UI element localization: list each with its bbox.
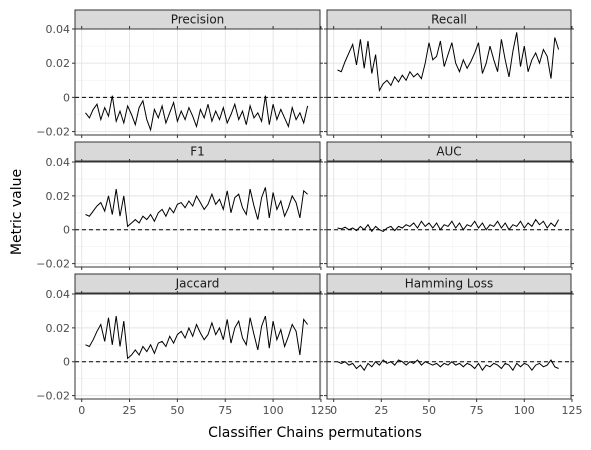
facet-label: Hamming Loss xyxy=(405,277,493,291)
x-axis-title: Classifier Chains permutations xyxy=(208,425,422,441)
panel-border xyxy=(74,293,321,400)
facet-strip xyxy=(326,141,572,162)
panel-auc: AUC xyxy=(324,141,574,270)
series-line-precision xyxy=(85,95,309,132)
y-tick-label: −0.02 xyxy=(36,258,70,271)
y-tick-label: 0 xyxy=(63,91,70,104)
y-tick-label: 0.04 xyxy=(46,288,71,301)
x-tick-label: 0 xyxy=(330,404,337,417)
panel-hamming-loss: Hamming Loss 0 25 50 75 100 125 xyxy=(324,273,582,417)
panel-background xyxy=(327,162,571,267)
panel-background xyxy=(327,29,571,135)
facet-label: Jaccard xyxy=(175,277,220,291)
x-tick-label: 25 xyxy=(123,404,137,417)
series-line-auc xyxy=(337,218,560,233)
y-tick-label: 0 xyxy=(63,224,70,237)
panel-border xyxy=(74,161,321,268)
y-tick-label: 0 xyxy=(63,356,70,369)
panel-jaccard: Jaccard −0.02 0 0.02 0.04 0 25 50 75 100 125 xyxy=(36,273,331,417)
facet-label: AUC xyxy=(436,145,461,159)
panel-border xyxy=(326,28,572,136)
panel-background xyxy=(327,294,571,399)
x-tick-label: 75 xyxy=(218,404,232,417)
x-tick-label: 75 xyxy=(470,404,484,417)
y-tick-label: 0.02 xyxy=(46,322,71,335)
x-tick-label: 0 xyxy=(78,404,85,417)
y-tick-label: 0.04 xyxy=(46,23,71,36)
facet-label: F1 xyxy=(190,145,205,159)
x-tick-label: 125 xyxy=(561,404,582,417)
y-tick-label: −0.02 xyxy=(36,126,70,139)
facet-strip xyxy=(74,273,321,294)
panel-f1: F1 −0.02 0 0.02 0.04 xyxy=(36,141,323,271)
panel-background xyxy=(75,294,320,399)
facet-label: Precision xyxy=(171,13,225,27)
y-tick-label: 0.02 xyxy=(46,57,71,70)
panel-precision: Precision −0.02 0 0.02 0.04 xyxy=(36,9,323,139)
x-tick-label: 25 xyxy=(374,404,388,417)
series-line-jaccard xyxy=(85,315,308,360)
series-line-hamming-loss xyxy=(337,359,559,372)
series-line-f1 xyxy=(85,187,308,228)
x-tick-label: 125 xyxy=(310,404,331,417)
series-line-recall xyxy=(337,32,560,93)
panel-border xyxy=(326,161,572,268)
panel-border xyxy=(326,293,572,400)
facet-strip xyxy=(326,273,572,294)
x-tick-label: 50 xyxy=(170,404,184,417)
facet-label: Recall xyxy=(431,13,467,27)
x-tick-label: 50 xyxy=(422,404,436,417)
y-tick-label: 0.02 xyxy=(46,190,71,203)
panel-background xyxy=(75,29,320,135)
panel-recall: Recall xyxy=(324,9,574,138)
x-tick-label: 100 xyxy=(514,404,535,417)
x-tick-label: 100 xyxy=(263,404,284,417)
facet-strip xyxy=(74,141,321,162)
panel-border xyxy=(74,28,321,136)
y-tick-label: 0.04 xyxy=(46,156,71,169)
y-axis-title: Metric value xyxy=(9,169,25,255)
y-tick-label: −0.02 xyxy=(36,390,70,403)
panel-background xyxy=(75,162,320,267)
